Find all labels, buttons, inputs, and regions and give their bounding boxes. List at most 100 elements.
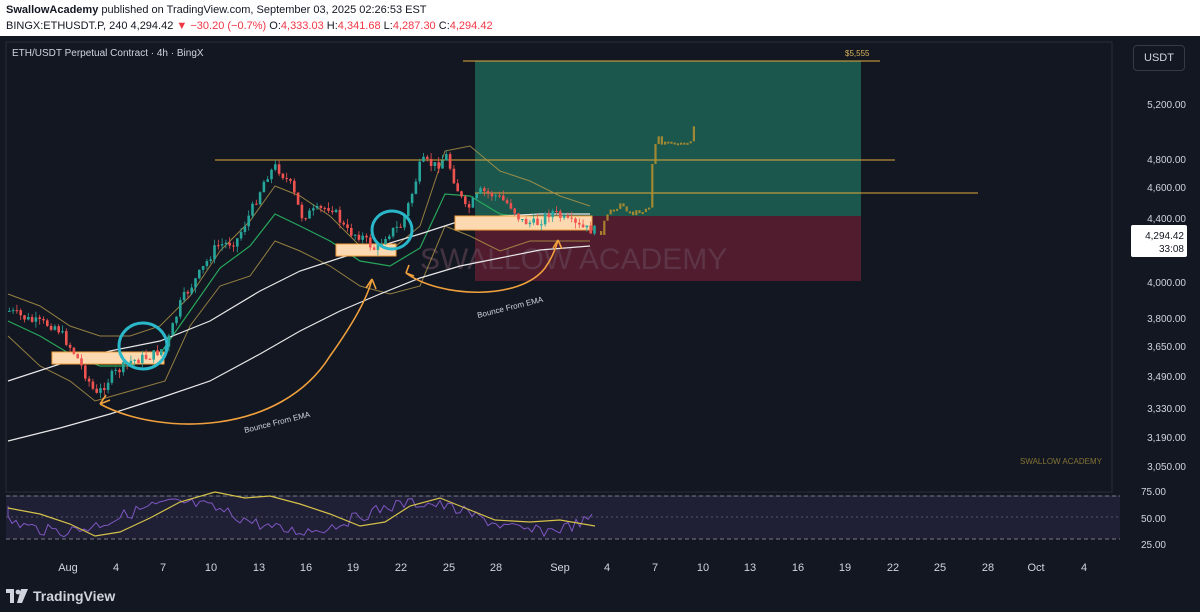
close-label: C: [438, 20, 450, 32]
tradingview-logo[interactable]: TradingView [6, 588, 115, 604]
price-tick: 3,050.00 [1147, 462, 1186, 473]
projected-candle [657, 136, 660, 145]
high-label: H: [326, 20, 338, 32]
candle [452, 168, 456, 184]
time-axis[interactable]: Aug 4 7 10 13 16 19 22 25 28 Sep 4 7 10 … [58, 562, 1087, 574]
candle [574, 218, 577, 223]
currency-button[interactable]: USDT [1133, 45, 1185, 71]
arrowhead-left-icon [405, 264, 415, 277]
high-value: 4,341.68 [337, 20, 381, 32]
candle [581, 224, 585, 228]
price-tick: 3,190.00 [1147, 433, 1186, 444]
price-tick: 3,800.00 [1147, 314, 1186, 325]
candle [437, 162, 440, 169]
time-tick: 16 [300, 562, 312, 574]
highlight-circle-2[interactable] [370, 209, 414, 251]
projected-path[interactable] [600, 126, 695, 235]
candle [494, 195, 497, 197]
bounce-arrow-2[interactable] [405, 239, 559, 293]
chart-title: ETH/USDT Perpetual Contract · 4h · BingX [12, 48, 204, 59]
candle [353, 234, 357, 236]
candle [407, 203, 410, 217]
projected-candle [641, 212, 644, 215]
publish-info: SwallowAcademy published on TradingView.… [6, 4, 427, 16]
candle [99, 388, 102, 393]
time-tick: 19 [839, 562, 851, 574]
bounce-arrow-1[interactable] [99, 278, 373, 425]
candle [369, 237, 372, 248]
target-zone[interactable] [475, 61, 861, 216]
candle [551, 211, 554, 218]
price-axis[interactable]: 5,200.00 4,800.00 4,600.00 4,400.00 4,00… [1147, 100, 1186, 473]
candle [578, 222, 581, 225]
support-box-3[interactable] [454, 215, 593, 231]
main-pane-frame [5, 41, 1113, 493]
candle [190, 287, 193, 294]
candle [308, 210, 311, 219]
candle [53, 326, 57, 330]
candle [8, 310, 11, 312]
target-label: $5,555 [845, 49, 870, 58]
rsi-axis[interactable]: 75.00 50.00 25.00 [1141, 487, 1166, 551]
candle [217, 245, 220, 247]
candle [521, 219, 524, 221]
time-tick: 25 [443, 562, 455, 574]
candle [296, 192, 300, 205]
candle [224, 242, 228, 245]
candle [388, 236, 391, 239]
candle [331, 210, 334, 213]
candle [441, 160, 444, 169]
support-box-2[interactable] [335, 243, 397, 257]
candle [315, 206, 319, 209]
candle [448, 154, 452, 169]
candle [61, 331, 64, 333]
candle [194, 278, 197, 288]
candle [281, 173, 285, 179]
arrowhead-up-icon [365, 278, 377, 290]
time-tick: 10 [205, 562, 217, 574]
candle [346, 224, 349, 228]
candle [502, 195, 505, 201]
rsi-tick: 75.00 [1141, 487, 1166, 498]
candle [198, 269, 201, 279]
down-triangle-icon: ▼ [176, 20, 188, 32]
projected-candle [667, 141, 670, 144]
time-tick: 7 [652, 562, 658, 574]
candle [384, 238, 387, 245]
projected-candle [689, 141, 692, 144]
candle [505, 200, 509, 204]
projected-candle [692, 126, 695, 142]
candle [243, 226, 247, 232]
candle [513, 208, 516, 214]
time-tick: 7 [160, 562, 166, 574]
candle [559, 211, 562, 218]
candle [152, 350, 155, 360]
chart-canvas[interactable]: SWALLOW ACADEMY $5,555 Bounce From [0, 36, 1200, 582]
candle [410, 193, 414, 204]
candle [160, 349, 163, 356]
candle [213, 245, 216, 260]
candle [334, 209, 338, 213]
candle [201, 266, 205, 270]
price-tick: 4,800.00 [1147, 155, 1186, 166]
candle [300, 204, 304, 219]
time-tick: 25 [934, 562, 946, 574]
projected-candle [609, 209, 612, 215]
candle [433, 162, 437, 166]
candle [205, 261, 209, 267]
candle [163, 346, 167, 350]
candle [319, 206, 323, 208]
author-name[interactable]: SwallowAcademy [6, 4, 99, 16]
chart-panel[interactable]: SWALLOW ACADEMY $5,555 Bounce From [0, 36, 1200, 582]
candle [186, 291, 190, 294]
bounce-label-2: Bounce From EMA [476, 295, 544, 320]
projected-candle [638, 210, 641, 214]
tradingview-logo-icon [6, 589, 28, 603]
candle [156, 350, 159, 356]
time-tick: 10 [697, 562, 709, 574]
candle [471, 198, 475, 208]
candlestick-series[interactable] [8, 150, 596, 398]
candle [274, 164, 277, 170]
candle [27, 316, 30, 320]
highlight-circle-1[interactable] [117, 321, 169, 371]
